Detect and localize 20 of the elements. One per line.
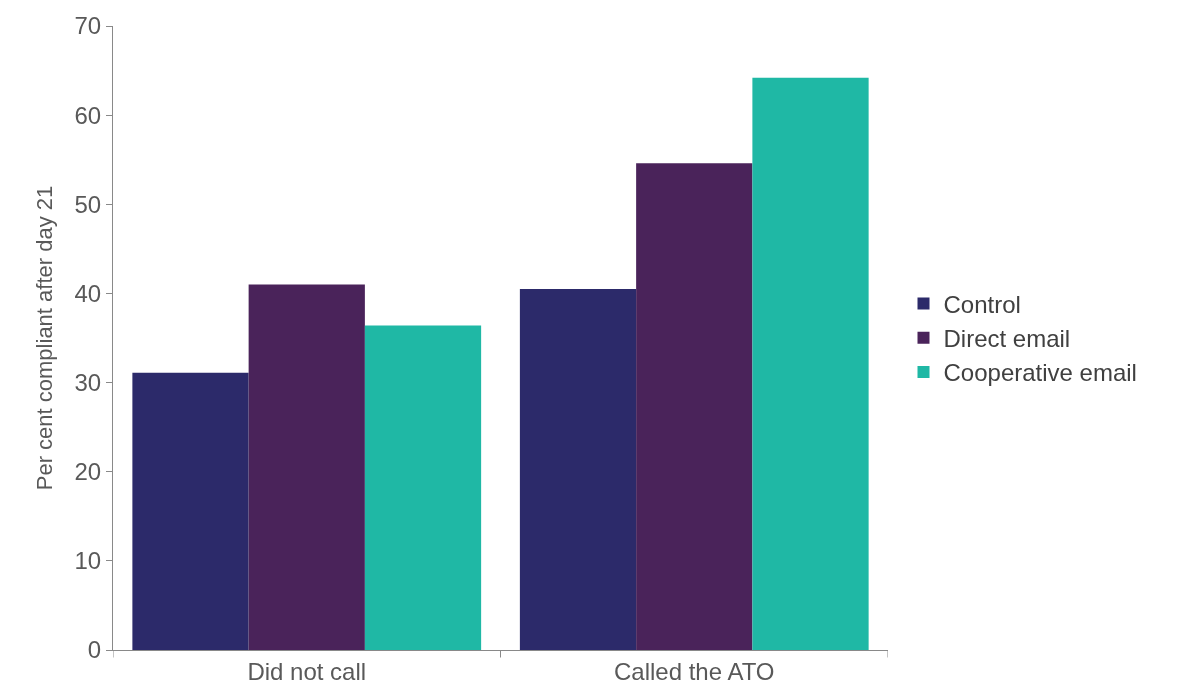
y-tick-label: 50 [74,190,102,218]
legend-label: Cooperative email [943,359,1137,387]
bar [248,284,365,650]
bar [519,288,637,650]
bar [132,372,249,650]
y-tick-label: 60 [74,101,102,129]
y-tick-label: 30 [74,368,102,396]
x-tick-label: Did not call [247,657,367,685]
y-tick-label: 40 [74,279,102,307]
y-tick-label: 20 [74,458,102,486]
legend-label: Control [943,290,1021,318]
bar [364,325,482,650]
y-axis-title: Per cent compliant after day 21 [32,185,58,491]
y-tick-label: 0 [87,636,102,664]
bar [752,77,869,650]
legend-label: Direct email [943,325,1071,353]
y-tick-label: 70 [74,12,102,40]
x-tick-label: Called the ATO [613,657,775,685]
bar [636,163,753,650]
y-tick-label: 10 [74,547,102,575]
